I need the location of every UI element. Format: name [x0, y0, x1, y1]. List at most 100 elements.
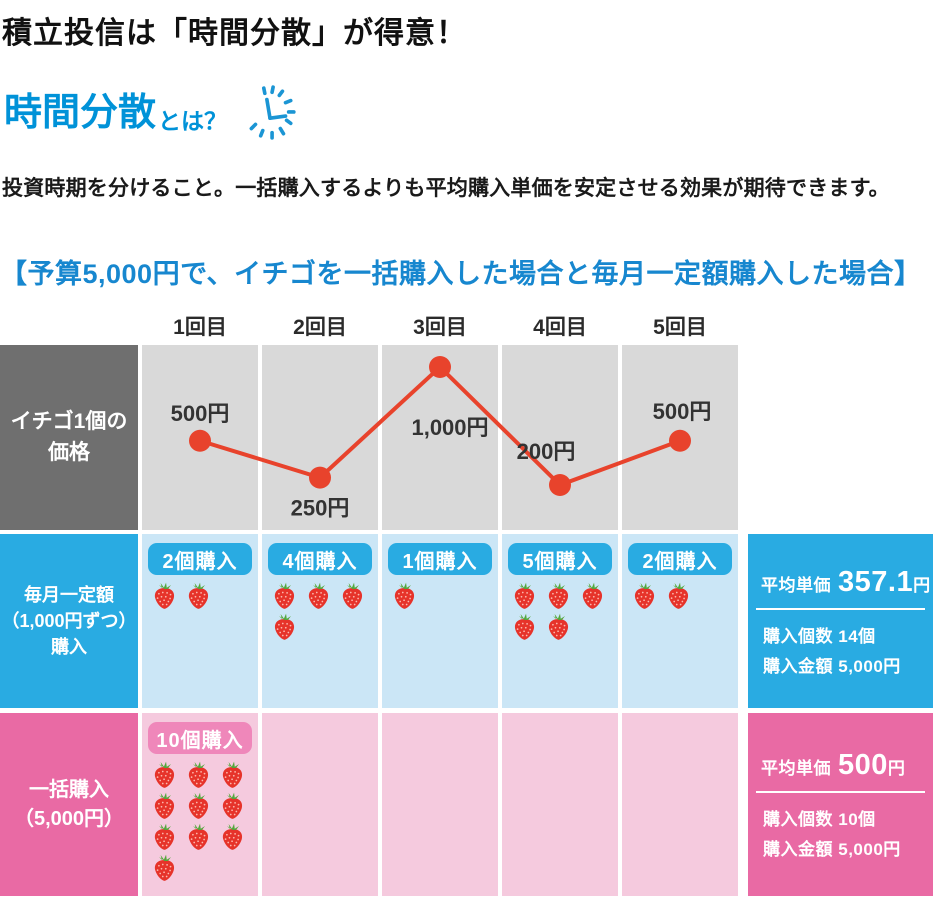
amount-value: 5,000円	[838, 840, 901, 859]
monthly-count-stat: 購入個数 14個	[748, 622, 933, 647]
monthly-amount-stat: 購入金額 5,000円	[748, 652, 933, 677]
clock-icon	[249, 85, 296, 140]
column-header-3: 3回目	[413, 316, 467, 339]
chart-point	[309, 466, 331, 489]
cell-r1-c2	[262, 345, 378, 530]
strawberry-icon	[183, 821, 214, 852]
cell-r2-c3: 1個購入	[382, 534, 498, 708]
column-header-5: 5回目	[653, 316, 707, 339]
strawberry-icon	[269, 611, 300, 642]
monthly-summary: 平均単価 357.1 円 購入個数 14個 購入金額 5,000円	[748, 534, 933, 708]
strawberry-icon	[303, 580, 334, 611]
cell-r2-c2: 4個購入	[262, 534, 378, 708]
strawberry-icon	[217, 759, 248, 790]
amount-value: 5,000円	[838, 656, 901, 676]
chart-point-label: 1,000円	[411, 415, 488, 440]
count-value: 14個	[838, 626, 876, 646]
chart-point-label: 500円	[653, 399, 712, 424]
purchase-badge: 1個購入	[388, 543, 492, 575]
avg-unit: 円	[887, 759, 906, 778]
avg-value: 357.1	[838, 565, 914, 598]
chart-point	[669, 429, 691, 452]
chart-point-label: 500円	[171, 401, 230, 426]
amount-label: 購入金額	[763, 840, 833, 859]
chart-point	[549, 474, 571, 496]
strawberry-group	[262, 578, 378, 642]
count-value: 10個	[838, 810, 876, 829]
term-label: 時間分散	[4, 92, 157, 134]
description-text: 投資時期を分けること。一括購入するよりも平均購入単価を安定させる効果が期待できま…	[2, 177, 890, 200]
strawberry-icon	[149, 759, 180, 790]
strawberry-icon	[389, 580, 420, 611]
strawberry-icon	[217, 790, 248, 821]
strawberry-icon	[183, 580, 214, 611]
chart-point-label: 250円	[291, 496, 350, 521]
strawberry-icon	[217, 821, 248, 852]
strawberry-icon	[149, 852, 180, 883]
lump-count-stat: 購入個数 10個	[748, 805, 933, 830]
section-title: 【予算5,000円で、イチゴを一括購入した場合と毎月一定額購入した場合】	[0, 259, 922, 289]
cell-r3-c2	[262, 713, 378, 896]
purchase-badge: 4個購入	[268, 543, 372, 575]
strawberry-icon	[149, 580, 180, 611]
count-label: 購入個数	[763, 626, 833, 646]
strawberry-icon	[543, 580, 574, 611]
lump-avg-line: 平均単価 500 円	[748, 749, 933, 782]
purchase-badge: 2個購入	[628, 543, 732, 575]
lump-amount-stat: 購入金額 5,000円	[748, 835, 933, 860]
chart-point	[429, 356, 451, 378]
count-label: 購入個数	[763, 810, 833, 829]
column-headers: 1回目 2回目 3回目 4回目 5回目	[0, 305, 933, 345]
purchase-badge: 5個購入	[508, 543, 612, 575]
strawberry-icon	[577, 580, 608, 611]
term-suffix-label: とは？	[158, 108, 228, 134]
cell-r3-c1: 10個購入	[142, 713, 258, 896]
avg-value: 500	[838, 749, 888, 781]
monthly-avg-line: 平均単価 357.1 円	[748, 566, 933, 599]
chart-point	[189, 429, 211, 452]
strawberry-icon	[269, 580, 300, 611]
price-row-label: イチゴ1個の 価格	[0, 345, 138, 530]
purchase-badge: 10個購入	[148, 722, 252, 754]
strawberry-icon	[183, 759, 214, 790]
strawberry-group	[382, 578, 498, 611]
strawberry-icon	[629, 580, 660, 611]
summary-divider	[756, 607, 925, 610]
avg-label: 平均単価	[761, 575, 831, 595]
page-title: 積立投信は「時間分散」が得意！	[2, 17, 467, 50]
monthly-row-label: 毎月一定額 （1,000円ずつ） 購入	[0, 534, 138, 708]
strawberry-icon	[337, 580, 368, 611]
column-header-4: 4回目	[533, 316, 587, 339]
summary-divider	[756, 791, 925, 793]
strawberry-group	[142, 578, 258, 611]
cell-r3-c3	[382, 713, 498, 896]
strawberry-icon	[149, 790, 180, 821]
strawberry-icon	[663, 580, 694, 611]
strawberry-group	[502, 578, 618, 642]
cell-r2-c5: 2個購入	[622, 534, 738, 708]
strawberry-group	[142, 757, 258, 883]
cell-r2-c4: 5個購入	[502, 534, 618, 708]
lump-row-label: 一括購入 （5,000円）	[0, 713, 138, 896]
strawberry-icon	[183, 790, 214, 821]
intro-heading: 時間分散 とは？	[4, 82, 933, 144]
cell-r3-c5	[622, 713, 738, 896]
column-header-2: 2回目	[293, 316, 347, 339]
avg-label: 平均単価	[761, 759, 831, 778]
purchase-badge: 2個購入	[148, 543, 252, 575]
column-header-1: 1回目	[173, 316, 227, 339]
amount-label: 購入金額	[763, 656, 833, 676]
strawberry-icon	[149, 821, 180, 852]
chart-point-label: 200円	[517, 439, 576, 464]
strawberry-icon	[543, 611, 574, 642]
cell-r2-c1: 2個購入	[142, 534, 258, 708]
lump-summary: 平均単価 500 円 購入個数 10個 購入金額 5,000円	[748, 713, 933, 896]
strawberry-group	[622, 578, 738, 611]
strawberry-icon	[509, 611, 540, 642]
cell-r1-c4	[502, 345, 618, 530]
comparison-table: イチゴ1個の 価格 毎月一定額 （1,000円ずつ） 購入 一括購入 （5,00…	[0, 345, 933, 898]
cell-r3-c4	[502, 713, 618, 896]
avg-unit: 円	[913, 575, 931, 595]
price-chart: 500円 250円 1,000円 200円 500円	[142, 345, 738, 530]
strawberry-icon	[509, 580, 540, 611]
